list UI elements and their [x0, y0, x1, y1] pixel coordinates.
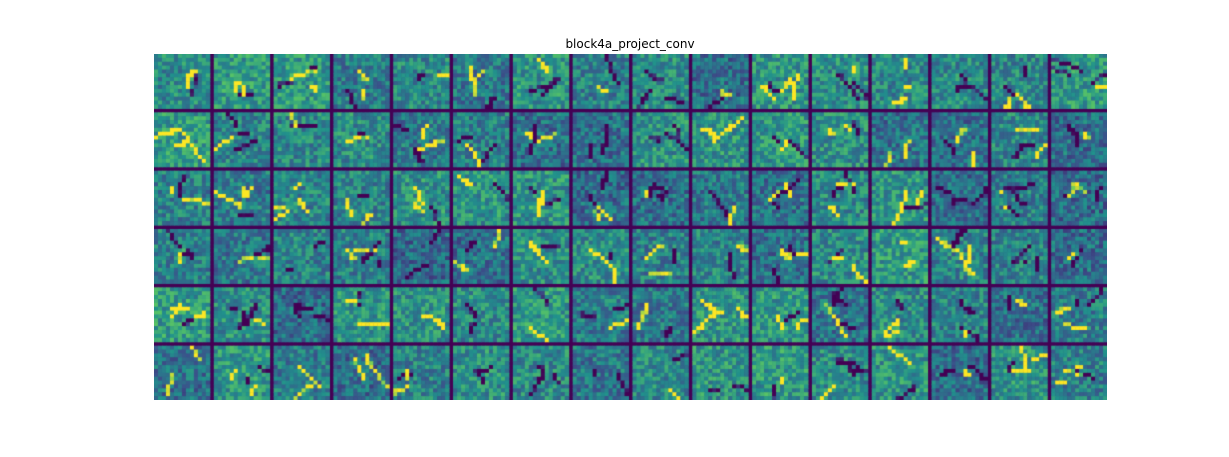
feature-map-grid — [154, 54, 1107, 400]
figure-title: block4a_project_conv — [565, 37, 695, 51]
